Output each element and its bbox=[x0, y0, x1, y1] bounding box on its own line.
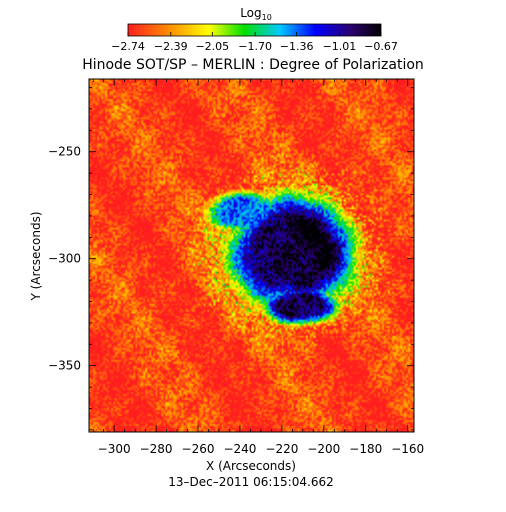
chart-subtitle: 13–Dec–2011 06:15:04.662 bbox=[168, 475, 333, 489]
x-tick-label: −240 bbox=[223, 442, 256, 456]
y-axis-label: Y (Arcseconds) bbox=[29, 211, 43, 301]
x-tick-label: −220 bbox=[265, 442, 298, 456]
colorbar-label: Log10 bbox=[240, 6, 272, 22]
x-tick-label: −180 bbox=[349, 442, 382, 456]
y-tick-label: −250 bbox=[48, 145, 81, 159]
colorbar-tick-label: −2.39 bbox=[154, 40, 188, 53]
colorbar-ticks: −2.74 −2.39 −2.05 −1.70 −1.36 −1.01 −0.67 bbox=[111, 32, 398, 53]
chart-title: Hinode SOT/SP – MERLIN : Degree of Polar… bbox=[82, 57, 424, 73]
x-tick-label: −300 bbox=[98, 442, 131, 456]
colorbar-tick-label: −1.01 bbox=[323, 40, 357, 53]
y-tick-label: −300 bbox=[48, 252, 81, 266]
plot-frame bbox=[88, 78, 415, 433]
degree-of-polarization-map bbox=[89, 79, 414, 432]
colorbar bbox=[127, 23, 382, 37]
x-axis-label: X (Arcseconds) bbox=[206, 459, 296, 473]
colorbar-tick-label: −2.74 bbox=[111, 40, 145, 53]
y-tick-label: −350 bbox=[48, 359, 81, 373]
colorbar-tick-label: −0.67 bbox=[364, 40, 398, 53]
x-tick-label: −280 bbox=[140, 442, 173, 456]
colorbar-tick-label: −2.05 bbox=[195, 40, 229, 53]
y-axis-ticks: −250 −300 −350 bbox=[48, 87, 414, 431]
x-tick-label: −260 bbox=[182, 442, 215, 456]
x-tick-label: −160 bbox=[391, 442, 424, 456]
colorbar-tick-label: −1.36 bbox=[280, 40, 314, 53]
x-tick-label: −200 bbox=[307, 442, 340, 456]
colorbar-tick-label: −1.70 bbox=[238, 40, 272, 53]
x-axis-ticks: −300 −280 −260 −240 −220 −200 −180 −160 bbox=[92, 79, 424, 456]
